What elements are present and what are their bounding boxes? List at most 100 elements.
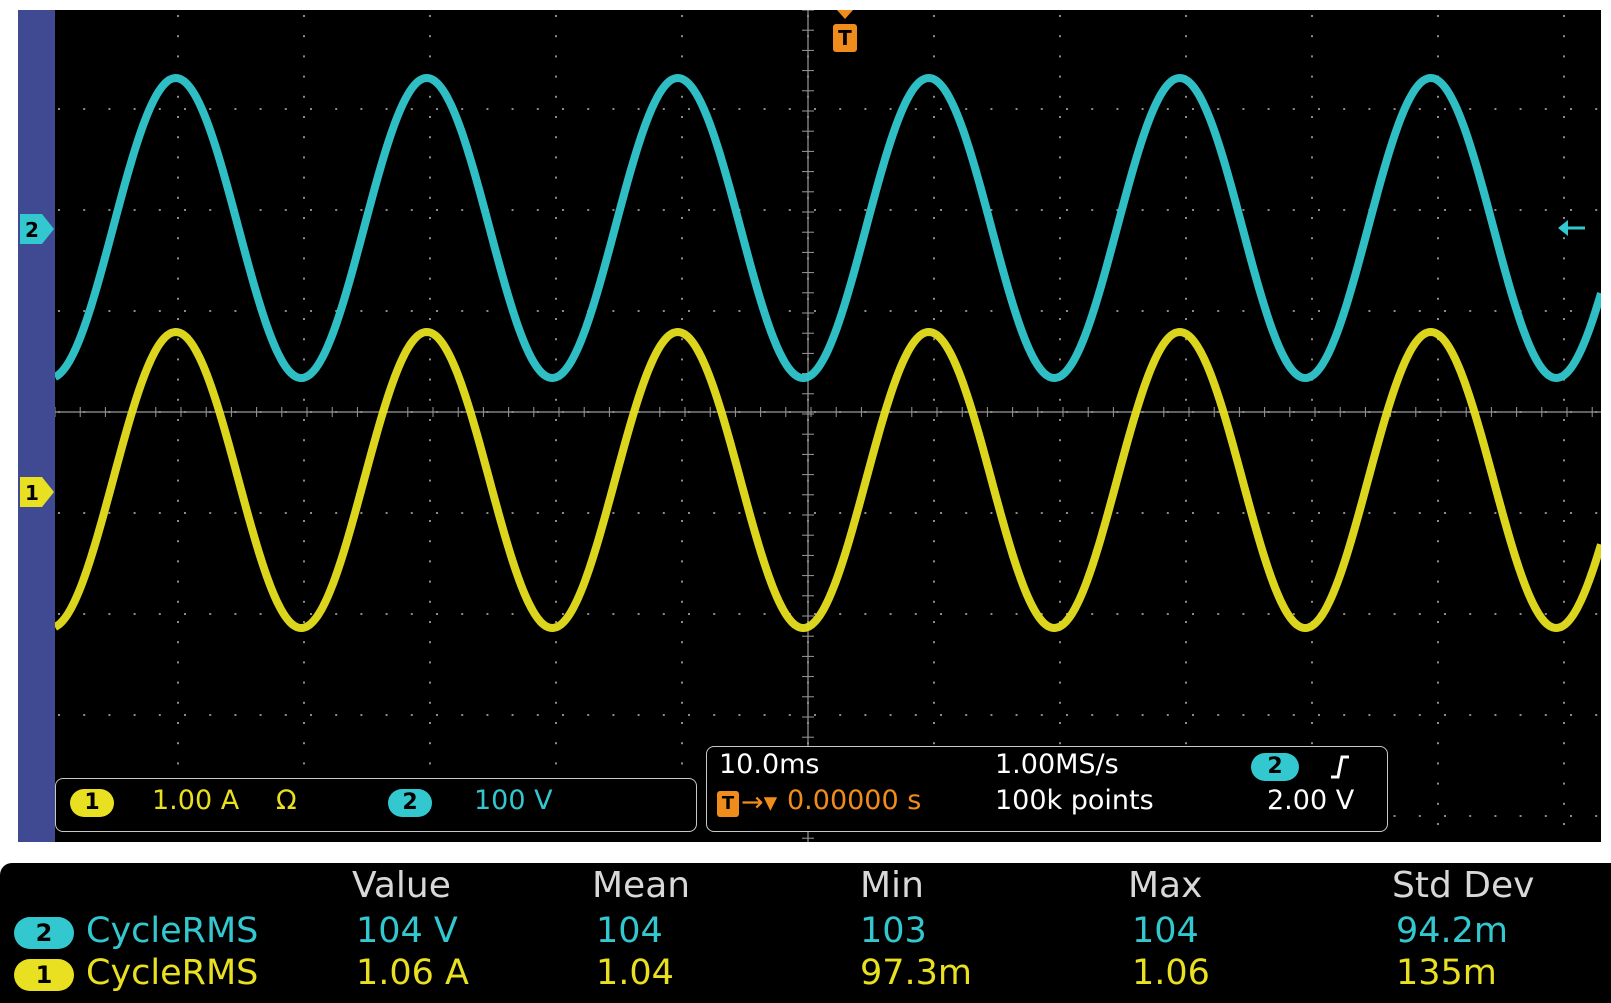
graticule-dot [429, 176, 431, 179]
graticule-dot [1444, 108, 1446, 110]
graticule-dot [461, 613, 464, 615]
graticule-dot [303, 681, 305, 684]
graticule-dot [1563, 782, 1565, 785]
graticule-dot [889, 209, 892, 211]
graticule-dot [933, 378, 935, 381]
graticule-dot [284, 512, 287, 514]
graticule-dot [1343, 411, 1346, 413]
graticule-dot [1563, 176, 1565, 179]
trigger-position: 0.00000 s [787, 785, 922, 816]
graticule-dot [681, 762, 683, 765]
graticule-dot [688, 714, 690, 716]
graticule-dot [1217, 512, 1220, 514]
graticule-dot [1015, 613, 1018, 615]
graticule-dot [1570, 714, 1572, 716]
graticule-dot [681, 520, 683, 522]
channel-2-badge: 2 [388, 789, 432, 817]
graticule-dot [1469, 411, 1472, 413]
graticule-dot [587, 108, 590, 110]
graticule-dot [681, 277, 683, 280]
graticule-dot [486, 512, 489, 514]
graticule-dot [177, 701, 179, 704]
graticule-dot [738, 512, 741, 514]
graticule-dot [1192, 209, 1194, 211]
graticule-dot [1437, 722, 1439, 724]
graticule-dot [738, 714, 741, 716]
graticule-dot [1311, 55, 1313, 58]
graticule-dot [511, 512, 514, 514]
graticule-dot [410, 411, 413, 413]
graticule-dot [933, 641, 935, 644]
graticule-dot [587, 209, 590, 211]
graticule-dot [360, 411, 363, 413]
trigger-level: 2.00 V [1267, 785, 1355, 816]
graticule-dot [1059, 95, 1061, 98]
graticule-dot [965, 209, 968, 211]
horizontal-trigger-readout[interactable]: 10.0ms 1.00MS/s 2 T →▾ 0.00000 s 100k po… [706, 746, 1388, 832]
channel-2-marker[interactable]: 2 [20, 214, 54, 244]
graticule-dot [1563, 661, 1565, 664]
graticule-dot [1185, 257, 1187, 260]
graticule-dot [1563, 823, 1565, 825]
graticule-dot [1563, 318, 1565, 320]
graticule-dot [807, 237, 809, 240]
graticule-dot [1185, 419, 1187, 421]
trigger-marker-label: T [838, 26, 852, 50]
graticule-dot [1595, 209, 1598, 211]
graticule-dot [1059, 600, 1061, 603]
graticule-dot [1311, 641, 1313, 644]
graticule-dot [788, 209, 791, 211]
graticule-dot [1059, 398, 1061, 401]
graticule-dot [1192, 512, 1194, 514]
graticule-dot [1437, 398, 1439, 401]
graticule-dot [385, 310, 388, 312]
graticule-dot [681, 378, 683, 381]
trigger-position-marker[interactable]: T [833, 10, 857, 52]
graticule-dot [1418, 512, 1421, 514]
graticule-dot [1116, 714, 1119, 716]
graticule-dot [1563, 419, 1565, 421]
graticule-dot [1437, 802, 1439, 805]
graticule-dot [807, 580, 809, 583]
graticule-dot [662, 512, 665, 514]
graticule-dot [562, 209, 564, 211]
graticule-dot [303, 75, 305, 78]
graticule-dot [839, 209, 842, 211]
graticule-dot [788, 108, 791, 110]
graticule-dot [555, 398, 557, 401]
graticule-dot [429, 55, 431, 58]
graticule-dot [688, 108, 690, 110]
graticule-dot [486, 714, 489, 716]
graticule-dot [436, 714, 438, 716]
graticule-dot [1437, 156, 1439, 159]
graticule-dot [1343, 512, 1346, 514]
graticule-dot [184, 411, 186, 413]
vertical-settings-readout[interactable]: 1 1.00 A Ω 2 100 V [55, 778, 697, 832]
graticule-dot [108, 209, 111, 211]
measurement-mean: 104 [596, 911, 663, 951]
graticule-dot [1519, 815, 1522, 817]
graticule-dot [637, 108, 640, 110]
graticule-dot [1311, 35, 1313, 38]
graticule-dot [410, 310, 413, 312]
graticule-dot [177, 237, 179, 240]
graticule-dot [1311, 196, 1313, 199]
graticule-dot [335, 512, 338, 514]
graticule-dot [1437, 580, 1439, 583]
graticule-dot [1311, 600, 1313, 603]
graticule-dot [839, 512, 842, 514]
graticule-dot [158, 512, 161, 514]
graticule-dot [1116, 108, 1119, 110]
graticule-dot [1242, 310, 1245, 312]
graticule-dot [1185, 277, 1187, 280]
graticule-dot [1059, 15, 1061, 17]
graticule-dot [284, 411, 287, 413]
graticule-dot [335, 209, 338, 211]
graticule-dot [1311, 257, 1313, 260]
graticule-dot [933, 681, 935, 684]
graticule-dot [1185, 499, 1187, 502]
graticule-dot [807, 681, 809, 684]
channel-1-marker[interactable]: 1 [20, 477, 54, 507]
graticule-dot [681, 701, 683, 704]
graticule-dot [1437, 358, 1439, 361]
